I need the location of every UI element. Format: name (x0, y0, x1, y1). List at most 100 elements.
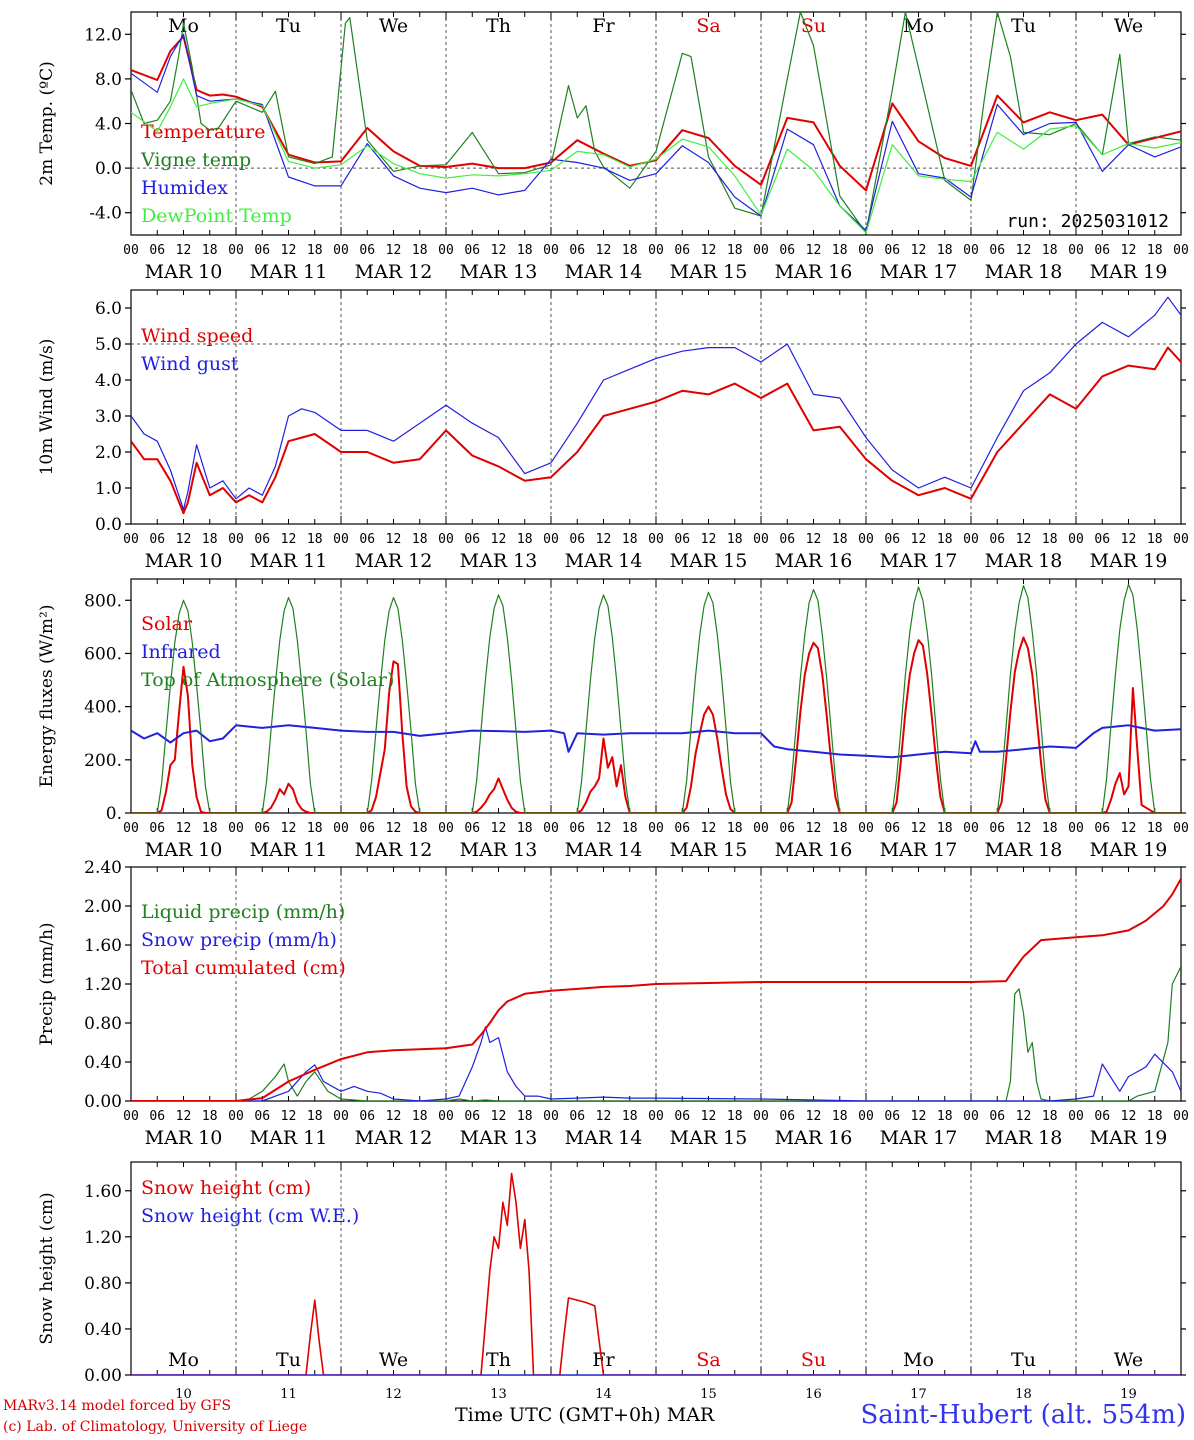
x-hour-label: 06 (989, 821, 1005, 836)
series-line-humidex (131, 33, 1181, 232)
x-hour-label: 18 (307, 1109, 323, 1124)
x-hour-label: 00 (648, 821, 664, 836)
x-hour-label: 00 (648, 243, 664, 258)
x-hour-label: 00 (753, 243, 769, 258)
x-hour-label: 06 (149, 243, 165, 258)
x-hour-label: 12 (281, 821, 297, 836)
x-hour-label: 18 (202, 532, 218, 547)
x-hour-label: 00 (123, 1109, 139, 1124)
x-hour-label: 00 (1068, 1109, 1084, 1124)
x-hour-label: 06 (779, 1109, 795, 1124)
y-tick-label: 1.20 (84, 1228, 122, 1248)
x-hour-label: 18 (412, 821, 428, 836)
x-hour-label: 18 (412, 243, 428, 258)
x-date-label: MAR 18 (985, 839, 1063, 861)
y-tick-label: 1.20 (84, 975, 122, 995)
series-line-vigne-temp (131, 12, 1181, 234)
x-hour-label: 00 (438, 1109, 454, 1124)
x-hour-label: 00 (228, 243, 244, 258)
x-hour-label: 12 (1121, 532, 1137, 547)
x-hour-label: 18 (1042, 243, 1058, 258)
x-hour-label: 18 (832, 532, 848, 547)
x-hour-label: 00 (1173, 1109, 1189, 1124)
day-number-label: 14 (595, 1387, 612, 1402)
y-tick-label: 2.00 (84, 897, 122, 917)
series-line-temperature (131, 35, 1181, 192)
x-hour-label: 12 (701, 821, 717, 836)
panel-3: 0. 200. 400. 600. 800. Energy fluxes (W/m²) 00… (37, 578, 1189, 861)
x-hour-label: 00 (1068, 243, 1084, 258)
x-hour-label: 00 (753, 1109, 769, 1124)
weekday-label: Fr (592, 15, 615, 37)
x-hour-label: 12 (1016, 532, 1032, 547)
x-hour-label: 06 (884, 243, 900, 258)
series-line-total-cumulated-cm- (131, 878, 1181, 1101)
y-axis-label: Energy fluxes (W/m²) (37, 605, 57, 788)
weekday-label: Su (801, 15, 826, 37)
y-tick-label: 600. (84, 644, 122, 664)
x-hour-label: 06 (569, 243, 585, 258)
y-tick-label: 2.0 (95, 443, 122, 463)
x-hour-label: 06 (674, 243, 690, 258)
x-hour-label: 12 (701, 1109, 717, 1124)
legend-entry: Total cumulated (cm) (141, 957, 346, 979)
x-hour-label: 18 (517, 532, 533, 547)
x-hour-label: 06 (1094, 821, 1110, 836)
x-hour-label: 00 (438, 532, 454, 547)
x-date-label: MAR 13 (460, 1127, 538, 1149)
series-line-snow-height-cm- (131, 1172, 1181, 1375)
x-hour-label: 12 (806, 532, 822, 547)
x-hour-label: 06 (884, 532, 900, 547)
x-hour-label: 12 (176, 1109, 192, 1124)
x-hour-label: 18 (622, 243, 638, 258)
legend-entry: Solar (141, 613, 193, 635)
x-hour-label: 18 (412, 532, 428, 547)
x-hour-label: 18 (622, 532, 638, 547)
x-hour-label: 06 (674, 532, 690, 547)
x-hour-label: 12 (1016, 243, 1032, 258)
x-hour-label: 18 (1042, 532, 1058, 547)
legend-entry: Infrared (141, 641, 221, 663)
x-date-label: MAR 11 (250, 1127, 328, 1149)
x-hour-label: 12 (491, 532, 507, 547)
x-hour-label: 00 (228, 821, 244, 836)
x-date-label: MAR 18 (985, 550, 1063, 572)
station-name: Saint-Hubert (alt. 554m) (860, 1400, 1186, 1430)
x-hour-label: 00 (543, 1109, 559, 1124)
x-hour-label: 06 (464, 1109, 480, 1124)
x-hour-label: 06 (569, 1109, 585, 1124)
x-hour-label: 06 (254, 1109, 270, 1124)
panel-1: -4.0 0.0 4.0 8.0 12.0 2m Temp. (ºC) 00 06 12 18 MA… (37, 11, 1189, 283)
x-hour-label: 12 (596, 821, 612, 836)
x-hour-label: 18 (727, 532, 743, 547)
panel-2: 0.0 1.0 2.0 3.0 4.0 5.0 6.0 10m Wind (m/s) 00 06 1… (37, 289, 1189, 572)
x-hour-label: 00 (858, 1109, 874, 1124)
series-line-top-of-atmosphere-solar- (131, 583, 1181, 813)
x-hour-label: 12 (806, 243, 822, 258)
weekday-label: Sa (696, 1349, 720, 1371)
y-tick-label: -4.0 (89, 204, 122, 224)
y-tick-label: 400. (84, 698, 122, 718)
x-hour-label: 06 (464, 532, 480, 547)
y-tick-label: 2.40 (84, 858, 122, 878)
x-hour-label: 00 (648, 1109, 664, 1124)
x-date-label: MAR 13 (460, 550, 538, 572)
panel-4: 0.00 0.40 0.80 1.20 1.60 2.00 2.40 Precip (mm/h… (37, 858, 1189, 1149)
series-line-wind-speed (131, 346, 1181, 515)
y-tick-label: 4.0 (95, 371, 122, 391)
series-line-liquid-precip-mm-h- (131, 966, 1181, 1101)
x-hour-label: 12 (596, 532, 612, 547)
x-hour-label: 06 (989, 532, 1005, 547)
x-hour-label: 06 (359, 821, 375, 836)
day-number-label: 15 (700, 1387, 717, 1402)
y-tick-label: 0.40 (84, 1320, 122, 1340)
x-hour-label: 12 (1016, 821, 1032, 836)
x-date-label: MAR 16 (775, 550, 853, 572)
x-hour-label: 18 (832, 1109, 848, 1124)
x-hour-label: 00 (123, 821, 139, 836)
x-hour-label: 06 (254, 821, 270, 836)
x-hour-label: 12 (386, 1109, 402, 1124)
x-hour-label: 00 (333, 532, 349, 547)
y-tick-label: 0.00 (84, 1092, 122, 1112)
